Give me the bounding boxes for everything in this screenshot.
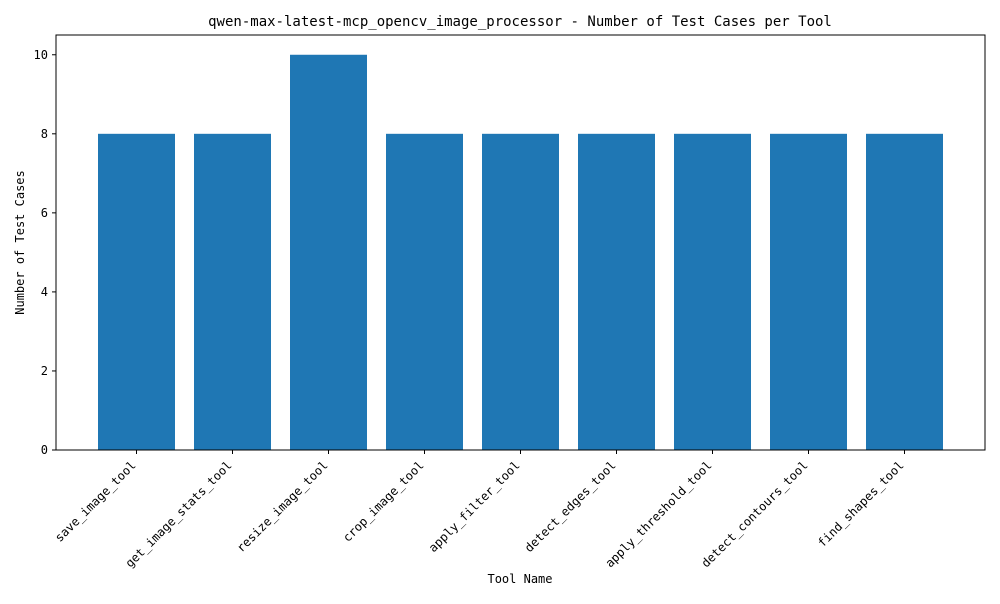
bar-crop_image_tool: [386, 133, 463, 450]
x-axis-label: Tool Name: [487, 572, 552, 586]
bar-get_image_stats_tool: [194, 133, 271, 450]
bar-save_image_tool: [98, 133, 175, 450]
x-tick-label-detect_edges_tool: detect_edges_tool: [522, 458, 619, 555]
x-tick-label-detect_contours_tool: detect_contours_tool: [699, 458, 811, 570]
y-axis: 0 2 4 6 8 10: [34, 48, 56, 457]
x-tick-label-resize_image_tool: resize_image_tool: [234, 458, 331, 555]
bar-find_shapes_tool: [866, 133, 943, 450]
y-tick-label: 10: [34, 48, 48, 62]
x-tick-label-apply_filter_tool: apply_filter_tool: [426, 458, 523, 555]
chart-title: qwen-max-latest-mcp_opencv_image_process…: [208, 14, 832, 30]
x-tick-label-find_shapes_tool: find_shapes_tool: [815, 458, 907, 550]
y-axis-label: Number of Test Cases: [13, 170, 27, 315]
y-tick-label: 8: [41, 127, 48, 141]
bar-detect_contours_tool: [770, 133, 847, 450]
y-tick-label: 4: [41, 285, 48, 299]
bar-apply_threshold_tool: [674, 133, 751, 450]
bar-resize_image_tool: [290, 54, 367, 450]
y-tick-label: 6: [41, 206, 48, 220]
y-tick-label: 2: [41, 364, 48, 378]
y-tick-label: 0: [41, 443, 48, 457]
bar-detect_edges_tool: [578, 133, 655, 450]
x-tick-label-apply_threshold_tool: apply_threshold_tool: [603, 458, 715, 570]
x-tick-label-save_image_tool: save_image_tool: [52, 458, 139, 545]
bar-apply_filter_tool: [482, 133, 559, 450]
bars-layer: [98, 54, 943, 450]
x-tick-label-crop_image_tool: crop_image_tool: [340, 458, 427, 545]
x-tick-label-get_image_stats_tool: get_image_stats_tool: [123, 458, 235, 570]
